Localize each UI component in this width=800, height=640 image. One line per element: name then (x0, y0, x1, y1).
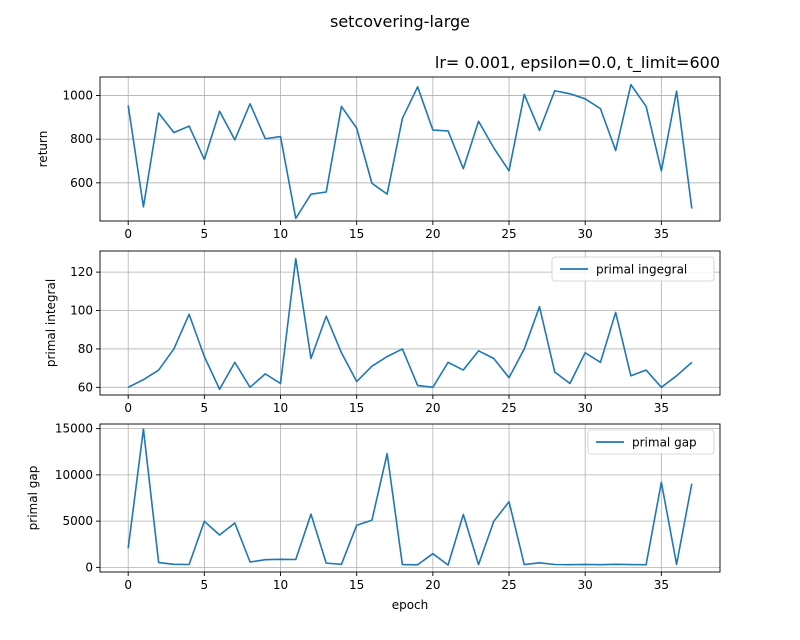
legend: primal gap (587, 429, 715, 455)
legend-box (551, 256, 715, 282)
x-tick-label: 0 (124, 401, 132, 415)
x-tick-label: 15 (349, 227, 364, 241)
y-tick-label: 1000 (62, 89, 93, 103)
y-tick-label: 0 (85, 560, 93, 574)
legend-label: primal gap (632, 436, 697, 450)
series-line (127, 428, 693, 566)
y-tick-label: 15000 (55, 422, 93, 436)
x-tick-label: 20 (425, 578, 440, 592)
panel-2: 0 5 10 15 20 25 30 35 60 80 100 120 primal integral p… (44, 250, 721, 415)
y-axis-label: return (36, 131, 50, 168)
x-tick-label: 15 (349, 401, 364, 415)
x-tick-label: 30 (578, 401, 593, 415)
y-axis-label: primal gap (26, 466, 40, 531)
x-tick-label: 35 (654, 578, 669, 592)
x-tick-label: 30 (578, 578, 593, 592)
series-line (127, 257, 693, 391)
x-tick-label: 10 (273, 227, 288, 241)
y-axis-label: primal integral (44, 279, 58, 367)
axes-frame (99, 250, 721, 396)
y-tick-label: 100 (70, 304, 93, 318)
y-tick-label: 5000 (62, 514, 93, 528)
chart-subtitle: lr= 0.001, epsilon=0.0, t_limit=600 (435, 53, 720, 73)
x-tick-label: 25 (501, 401, 516, 415)
y-tick-label: 600 (70, 176, 93, 190)
legend: primal ingegral (551, 256, 715, 282)
x-tick-label: 15 (349, 578, 364, 592)
x-tick-label: 5 (201, 227, 209, 241)
x-tick-label: 5 (201, 401, 209, 415)
x-tick-label: 10 (273, 578, 288, 592)
x-tick-label: 20 (425, 227, 440, 241)
x-tick-label: 25 (501, 227, 516, 241)
y-tick-label: 60 (78, 380, 93, 394)
series-line (127, 83, 693, 220)
x-tick-label: 20 (425, 401, 440, 415)
y-tick-label: 120 (70, 265, 93, 279)
panel-1: 0 5 10 15 20 25 30 35 600 800 1000 return (36, 76, 721, 241)
x-tick-label: 30 (578, 227, 593, 241)
y-tick-label: 80 (78, 342, 93, 356)
axes-frame (99, 423, 721, 573)
y-tick-label: 800 (70, 132, 93, 146)
x-axis-label: epoch (392, 598, 429, 612)
y-tick-label: 10000 (55, 468, 93, 482)
axes-frame (99, 76, 721, 222)
x-tick-label: 0 (124, 578, 132, 592)
x-tick-label: 25 (501, 578, 516, 592)
x-tick-label: 35 (654, 227, 669, 241)
figure-suptitle: setcovering-large (330, 12, 470, 31)
x-tick-label: 5 (201, 578, 209, 592)
legend-box (587, 429, 715, 455)
x-tick-label: 0 (124, 227, 132, 241)
x-tick-label: 35 (654, 401, 669, 415)
panel-3: 0 5 10 15 20 25 30 35 0 5000 10000 15000 primal gap e… (26, 422, 721, 612)
legend-label: primal ingegral (596, 263, 687, 277)
x-tick-label: 10 (273, 401, 288, 415)
